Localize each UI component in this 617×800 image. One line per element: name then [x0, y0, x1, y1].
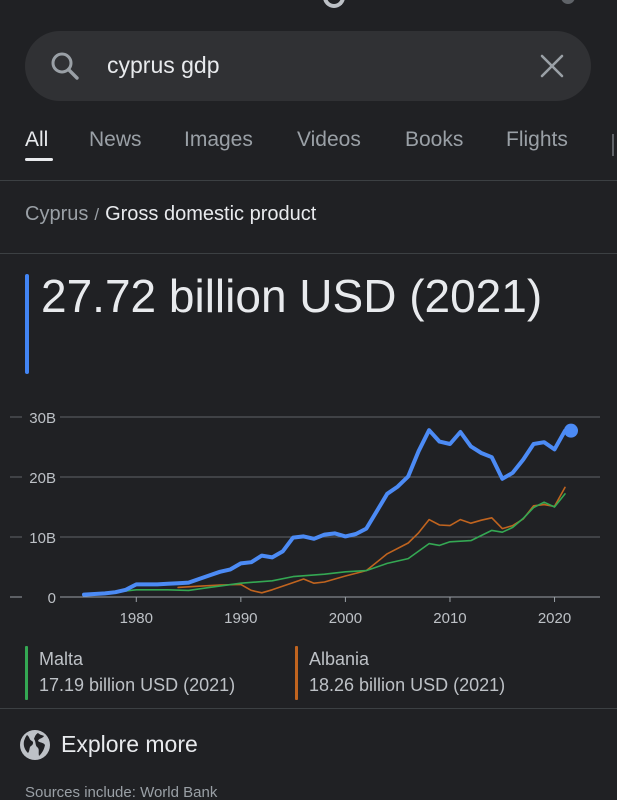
- tab-news[interactable]: News: [89, 128, 142, 151]
- explore-more-label: Explore more: [61, 731, 198, 757]
- tab-books[interactable]: Books: [405, 128, 464, 151]
- active-tab-indicator: [25, 158, 53, 161]
- chart-x-axis: 1980 1990 2000 2010 2020: [120, 597, 571, 627]
- account-avatar-fragment[interactable]: [561, 0, 575, 4]
- search-bar[interactable]: cyprus gdp: [25, 31, 591, 101]
- x-tick-label: 2010: [433, 610, 466, 627]
- x-tick-label: 1990: [224, 610, 257, 627]
- breadcrumb-current: Gross domestic product: [105, 203, 317, 225]
- y-tick-label: 20B: [29, 470, 56, 487]
- y-tick-label-bg: [22, 408, 60, 426]
- x-tick-label: 2000: [329, 610, 362, 627]
- series-line-malta: [83, 493, 566, 596]
- breadcrumb-divider: [0, 253, 617, 254]
- y-tick-label-bg: [22, 528, 60, 546]
- globe-icon: [20, 730, 50, 760]
- latest-point-marker[interactable]: [564, 423, 578, 438]
- y-tick-label-bg: [22, 468, 60, 486]
- tab-flights[interactable]: Flights: [506, 128, 568, 151]
- legend-albania-name: Albania: [309, 649, 370, 669]
- y-tick-label: 30B: [29, 410, 56, 427]
- breadcrumb-separator: /: [94, 205, 100, 224]
- breadcrumb: Cyprus / Gross domestic product: [25, 203, 316, 226]
- legend-malta-name: Malta: [39, 649, 84, 669]
- search-tabs: All News Images Videos Books Flights: [0, 126, 617, 171]
- tabs-divider: [0, 180, 617, 181]
- chart-series: [82, 423, 578, 597]
- x-tick-label: 2020: [538, 610, 571, 627]
- series-line-cyprus: [82, 428, 567, 597]
- legend-albania-swatch: [295, 646, 298, 700]
- tab-overflow: [612, 134, 617, 156]
- search-input[interactable]: cyprus gdp: [107, 52, 220, 78]
- tab-videos[interactable]: Videos: [297, 128, 361, 151]
- y-tick-label: 0: [48, 590, 56, 607]
- answer-accent-bar: [25, 274, 29, 374]
- header-fragment: [0, 0, 617, 10]
- gdp-line-chart[interactable]: 30B 20B 10B 0 1980 1990 2000 2010 2020: [0, 400, 617, 635]
- search-icon[interactable]: [49, 50, 81, 82]
- tab-all[interactable]: All: [25, 128, 49, 151]
- legend-malta[interactable]: Malta 17.19 billion USD (2021): [25, 646, 235, 700]
- legend-malta-value: 17.19 billion USD (2021): [39, 675, 236, 695]
- google-logo-fragment: [323, 0, 345, 8]
- series-line-albania: [177, 486, 566, 594]
- answer-value: 27.72 billion USD (2021): [41, 270, 543, 322]
- legend-albania-value: 18.26 billion USD (2021): [309, 675, 506, 695]
- tab-images[interactable]: Images: [184, 128, 253, 151]
- chart-y-axis: 30B 20B 10B 0: [22, 408, 60, 607]
- breadcrumb-parent[interactable]: Cyprus: [25, 203, 89, 225]
- legend-divider: [0, 708, 617, 709]
- legend-malta-swatch: [25, 646, 28, 700]
- chart-grid: [10, 416, 600, 598]
- close-icon[interactable]: [539, 53, 565, 79]
- x-tick-label: 1980: [120, 610, 153, 627]
- y-tick-label-bg: [22, 588, 60, 606]
- sources-note: Sources include: World Bank: [25, 784, 218, 800]
- legend-albania[interactable]: Albania 18.26 billion USD (2021): [295, 646, 505, 700]
- y-tick-label: 10B: [29, 530, 56, 547]
